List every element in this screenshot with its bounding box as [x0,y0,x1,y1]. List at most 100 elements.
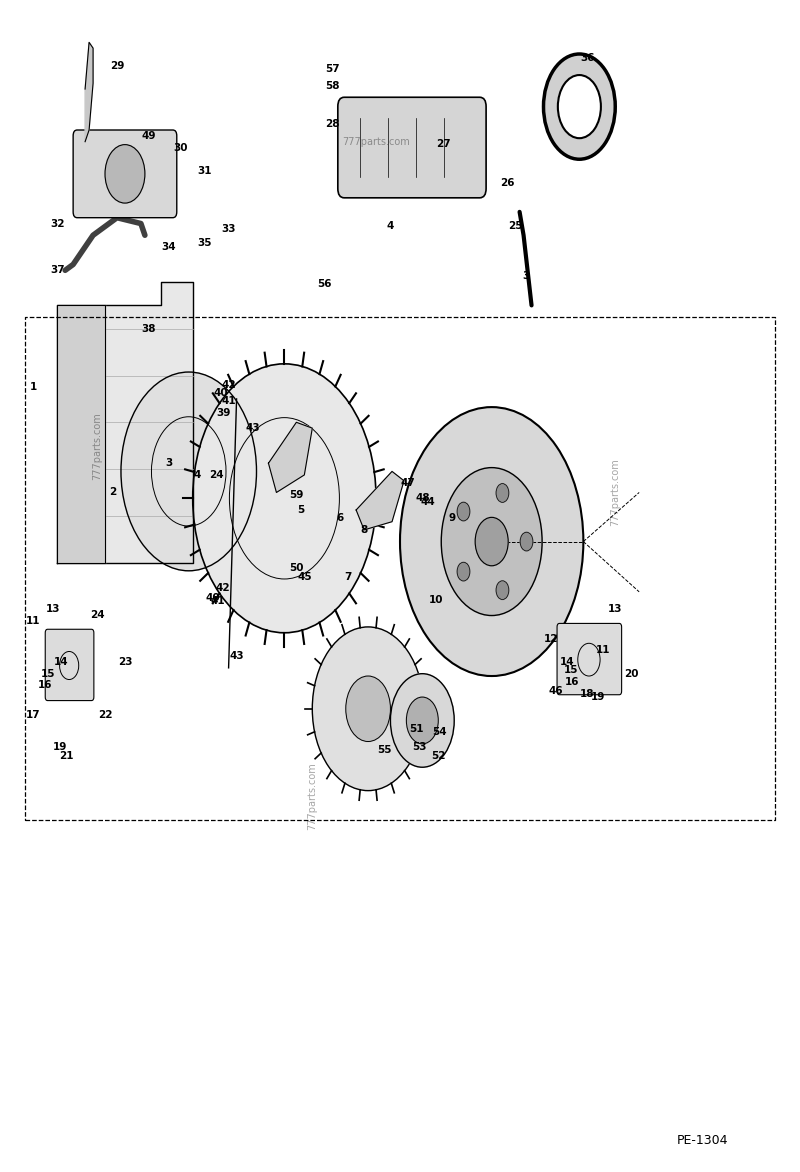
Text: 57: 57 [325,64,339,74]
Text: 18: 18 [580,689,594,699]
Text: 777parts.com: 777parts.com [307,763,318,830]
FancyBboxPatch shape [338,97,486,198]
Text: 52: 52 [431,750,446,761]
Text: 19: 19 [590,693,605,702]
FancyBboxPatch shape [73,130,177,218]
Text: 28: 28 [325,120,339,129]
Text: 58: 58 [325,81,339,90]
Text: 59: 59 [289,490,303,499]
Text: 36: 36 [580,53,594,62]
Text: 13: 13 [46,605,61,614]
Text: 1: 1 [30,382,37,393]
Text: 24: 24 [90,611,104,620]
Text: 34: 34 [162,241,176,252]
Text: 11: 11 [596,646,610,655]
Text: 3: 3 [522,271,530,281]
Circle shape [475,517,508,566]
Circle shape [442,468,542,615]
Text: 47: 47 [401,478,415,488]
Polygon shape [269,422,312,492]
Text: 15: 15 [564,666,578,675]
Text: 14: 14 [560,657,574,667]
Text: 27: 27 [437,139,451,149]
Circle shape [496,484,509,503]
Circle shape [558,75,601,138]
Polygon shape [356,471,404,530]
Text: 777parts.com: 777parts.com [610,458,620,526]
Text: 10: 10 [429,595,443,605]
Text: 7: 7 [345,572,352,581]
Polygon shape [57,282,193,563]
Text: 49: 49 [142,131,156,141]
Polygon shape [85,42,93,142]
Circle shape [406,697,438,744]
Text: 15: 15 [40,669,55,679]
Circle shape [105,144,145,203]
Text: 16: 16 [565,677,579,687]
Polygon shape [57,306,105,563]
Text: 16: 16 [38,681,53,690]
Text: 30: 30 [174,143,188,152]
Text: 42: 42 [222,380,236,390]
Text: 35: 35 [198,238,212,248]
Text: 2: 2 [110,488,117,497]
Text: 8: 8 [361,525,368,534]
Circle shape [496,581,509,600]
Text: 12: 12 [544,634,558,643]
Circle shape [390,674,454,768]
Text: 56: 56 [317,279,331,289]
Text: 39: 39 [216,408,230,418]
Text: 55: 55 [377,744,391,755]
FancyBboxPatch shape [557,624,622,695]
Text: 45: 45 [297,572,312,581]
Text: 37: 37 [50,265,65,275]
Text: 9: 9 [448,513,455,523]
Text: 41: 41 [211,597,226,606]
Text: 26: 26 [500,178,515,188]
Text: 32: 32 [50,218,65,229]
Text: 44: 44 [421,497,435,506]
Circle shape [457,502,470,520]
Text: 33: 33 [222,224,236,234]
Text: 25: 25 [508,220,523,231]
Text: 40: 40 [206,593,220,602]
Text: 43: 43 [230,652,244,661]
Circle shape [457,563,470,581]
Text: 42: 42 [216,584,230,593]
Text: 5: 5 [297,505,304,515]
Text: 29: 29 [110,61,124,70]
Text: 14: 14 [54,657,69,667]
Circle shape [543,54,615,159]
Text: 22: 22 [98,709,112,720]
Text: 51: 51 [409,723,423,734]
Text: 777parts.com: 777parts.com [92,411,102,479]
Text: 4: 4 [386,220,394,231]
Text: 777parts.com: 777parts.com [342,137,410,146]
Text: 20: 20 [624,669,638,679]
Circle shape [312,627,424,791]
Text: 48: 48 [415,493,430,503]
Circle shape [400,407,583,676]
Circle shape [121,372,257,571]
Circle shape [193,363,376,633]
Text: 11: 11 [26,616,41,626]
Text: 13: 13 [608,605,622,614]
Text: 23: 23 [118,657,132,667]
Circle shape [346,676,390,742]
Text: 46: 46 [548,687,562,696]
Text: 3: 3 [165,458,173,469]
Text: 41: 41 [222,396,236,407]
Text: 19: 19 [52,742,66,752]
Text: PE-1304: PE-1304 [677,1134,729,1147]
Text: 6: 6 [337,513,344,523]
Text: 24: 24 [210,470,224,479]
FancyBboxPatch shape [46,629,94,701]
Text: 38: 38 [142,323,156,334]
Text: 54: 54 [433,727,447,737]
Text: 17: 17 [26,709,41,720]
Circle shape [520,532,533,551]
Text: 21: 21 [59,750,74,761]
Text: 4: 4 [193,470,200,479]
Text: 53: 53 [413,742,427,752]
Text: 43: 43 [246,423,260,434]
